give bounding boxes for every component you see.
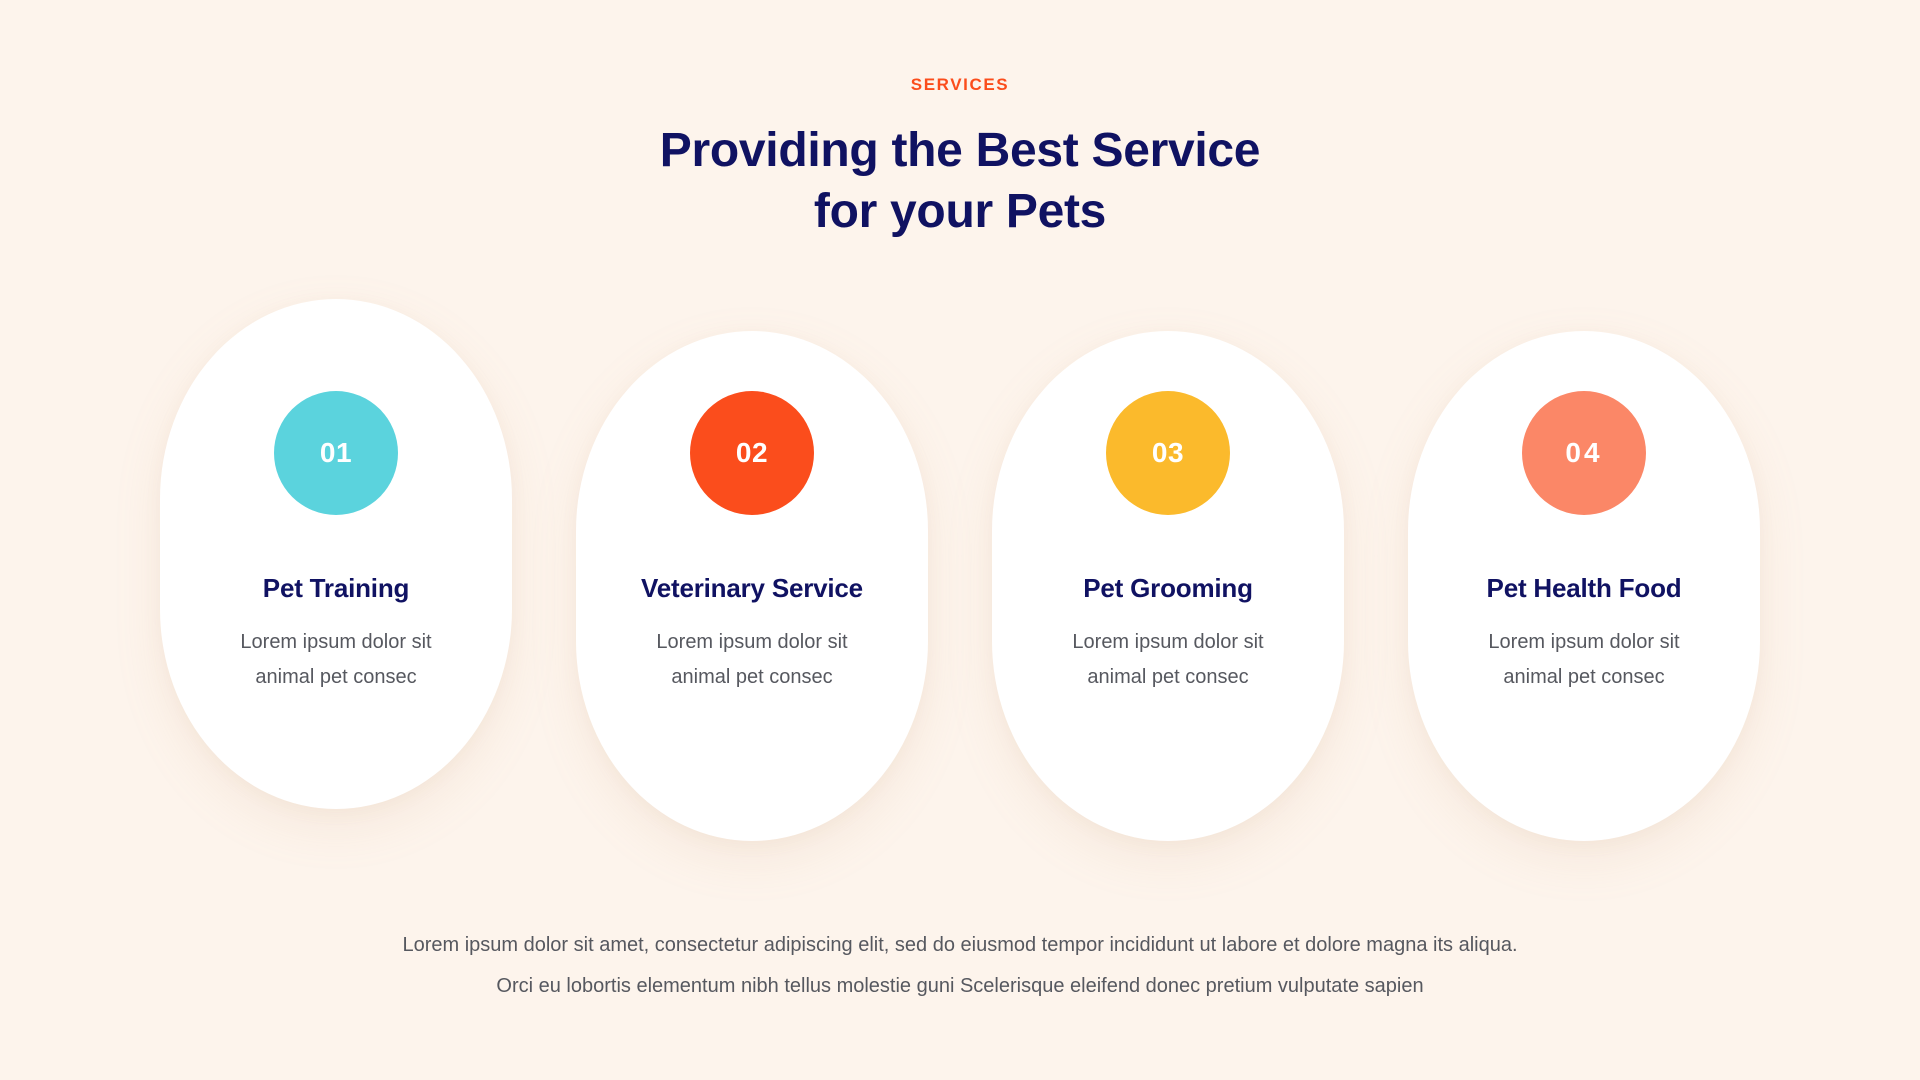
service-title: Pet Training: [262, 572, 410, 603]
section-footer-text: Lorem ipsum dolor sit amet, consectetur …: [235, 925, 1685, 1007]
section-eyebrow: SERVICES: [910, 75, 1010, 94]
service-description-line-1: Lorem ipsum dolor sit: [1488, 630, 1680, 653]
page-title: Providing the Best Service for your Pets: [0, 120, 1920, 243]
service-number-badge: 01: [274, 390, 398, 515]
service-number-badge: 03: [1106, 390, 1230, 515]
service-description-line-1: Lorem ipsum dolor sit: [240, 630, 432, 653]
service-card-pet-health-food[interactable]: 04 Pet Health Food Lorem ipsum dolor sit…: [1408, 330, 1760, 841]
service-card-pet-training[interactable]: 01 Pet Training Lorem ipsum dolor sit an…: [160, 298, 512, 809]
service-number-label: 03: [1151, 436, 1185, 468]
service-number-label: 02: [735, 436, 769, 468]
service-description-line-1: Lorem ipsum dolor sit: [1072, 630, 1264, 653]
service-number-badge: 02: [690, 390, 814, 515]
service-card-pet-grooming[interactable]: 03 Pet Grooming Lorem ipsum dolor sit an…: [992, 330, 1344, 841]
service-title: Pet Grooming: [1083, 572, 1253, 603]
service-description-line-2: animal pet consec: [255, 665, 417, 688]
service-description: Lorem ipsum dolor sit animal pet consec: [617, 625, 887, 695]
service-description-line-2: animal pet consec: [671, 665, 833, 688]
footer-line-1: Lorem ipsum dolor sit amet, consectetur …: [402, 933, 1518, 956]
service-description: Lorem ipsum dolor sit animal pet consec: [1449, 625, 1719, 695]
service-description-line-2: animal pet consec: [1503, 665, 1665, 688]
service-title: Pet Health Food: [1486, 572, 1682, 603]
service-number-badge: 04: [1522, 390, 1646, 515]
service-description-line-2: animal pet consec: [1087, 665, 1249, 688]
service-card-veterinary-service[interactable]: 02 Veterinary Service Lorem ipsum dolor …: [576, 330, 928, 841]
service-title: Veterinary Service: [641, 572, 863, 603]
service-number-label: 04: [1565, 436, 1603, 468]
section-header: SERVICES Providing the Best Service for …: [0, 0, 1920, 243]
headline-line-1: Providing the Best Service: [659, 124, 1261, 177]
service-card-list: 01 Pet Training Lorem ipsum dolor sit an…: [160, 298, 1760, 841]
service-description: Lorem ipsum dolor sit animal pet consec: [201, 625, 471, 695]
footer-line-2: Orci eu lobortis elementum nibh tellus m…: [496, 974, 1424, 997]
headline-line-2: for your Pets: [813, 185, 1107, 239]
service-number-label: 01: [319, 436, 353, 468]
service-description: Lorem ipsum dolor sit animal pet consec: [1033, 625, 1303, 695]
service-description-line-1: Lorem ipsum dolor sit: [656, 630, 848, 653]
